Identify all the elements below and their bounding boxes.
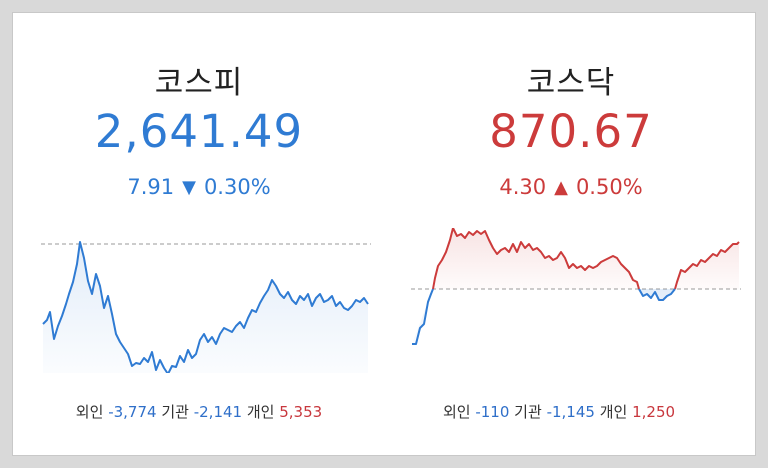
kospi-foreign-label: 외인	[75, 403, 104, 421]
kosdaq-change-percent: 0.50%	[575, 175, 643, 199]
kosdaq-change: 4.30 ▲ 0.50%	[385, 175, 757, 199]
kosdaq-title: 코스닥	[526, 65, 616, 101]
kospi-change-points: 7.91	[127, 175, 175, 199]
kospi-investor-flows: 외인 -3,774 기관 -2,141 개인 5,353	[13, 401, 385, 422]
kosdaq-change-points: 4.30	[499, 175, 547, 199]
kospi-individual-value: 5,353	[279, 403, 323, 421]
kospi-foreign-value: -3,774	[108, 403, 157, 421]
kospi-change: 7.91 ▼ 0.30%	[13, 175, 385, 199]
kospi-institution-value: -2,141	[193, 403, 243, 421]
market-index-card: 코스피 2,641.49 7.91 ▼ 0.30% 외인 -3,774 기관 -2,…	[12, 12, 756, 456]
kospi-individual-label: 개인	[246, 403, 275, 421]
kospi-intraday-chart	[41, 241, 371, 373]
kosdaq-foreign-label: 외인	[442, 403, 471, 421]
kosdaq-institution-label: 기관	[514, 403, 542, 421]
kosdaq-line-down	[412, 288, 676, 345]
kosdaq-line-up	[432, 228, 740, 290]
kosdaq-area-below	[412, 289, 675, 344]
kosdaq-individual-value: 1,250	[632, 403, 676, 421]
kospi-line	[42, 241, 369, 373]
kospi-institution-label: 기관	[161, 403, 189, 421]
triangle-down-icon: ▼	[182, 177, 196, 198]
kosdaq-individual-label: 개인	[599, 403, 628, 421]
kospi-value: 2,641.49	[94, 105, 304, 158]
kosdaq-value: 870.67	[489, 105, 653, 158]
kosdaq-institution-value: -1,145	[546, 403, 595, 421]
kosdaq-foreign-value: -110	[475, 403, 510, 421]
kospi-area	[43, 242, 368, 373]
kospi-change-percent: 0.30%	[203, 175, 271, 199]
kosdaq-panel[interactable]: 코스닥 870.67 4.30 ▲ 0.50% 외인 -110 기관 -1,14	[385, 13, 757, 457]
kosdaq-intraday-chart	[411, 228, 741, 345]
kosdaq-area	[433, 228, 739, 289]
triangle-up-icon: ▲	[554, 177, 568, 198]
kospi-panel[interactable]: 코스피 2,641.49 7.91 ▼ 0.30% 외인 -3,774 기관 -2,…	[13, 13, 385, 457]
kospi-title: 코스피	[154, 65, 244, 101]
kosdaq-investor-flows: 외인 -110 기관 -1,145 개인 1,250	[373, 401, 745, 422]
